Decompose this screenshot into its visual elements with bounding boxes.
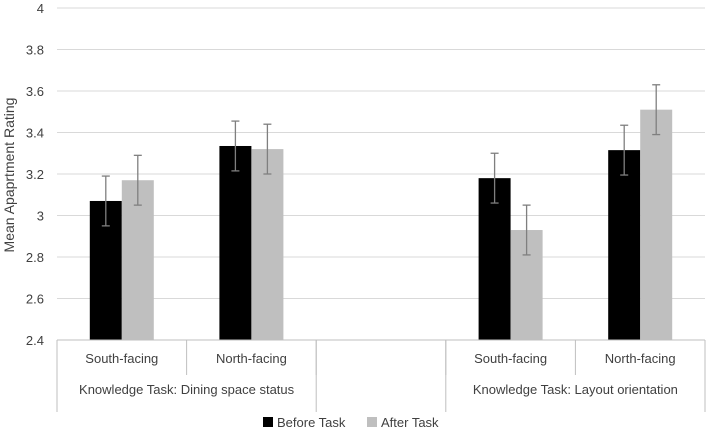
legend-swatch [263, 417, 273, 427]
y-tick-label: 3.6 [26, 84, 44, 99]
y-tick-label: 4 [37, 1, 44, 16]
bar [608, 150, 641, 340]
legend-label: Before Task [277, 415, 346, 430]
y-tick-label: 2.4 [26, 333, 44, 348]
group-label: Knowledge Task: Dining space status [79, 382, 295, 397]
legend-label: After Task [381, 415, 439, 430]
gridlines [57, 7, 705, 341]
bar [219, 145, 252, 340]
x-tick-label: South-facing [85, 351, 158, 366]
error-bars [101, 84, 661, 256]
x-tick-label: North-facing [216, 351, 287, 366]
y-axis-ticks: 2.4 2.6 2.8 3 3.2 3.4 3.6 3.8 4 [26, 1, 44, 348]
legend-swatch [367, 417, 377, 427]
legend: Before Task After Task [263, 415, 439, 430]
y-tick-label: 3 [37, 209, 44, 224]
y-tick-label: 2.8 [26, 250, 44, 265]
y-tick-label: 3.8 [26, 43, 44, 58]
x-axis: South-facing North-facing South-facing Nort… [56, 339, 706, 412]
bar [640, 109, 673, 340]
y-axis-label: Mean Apaprtment Rating [1, 98, 17, 253]
bars [89, 109, 673, 340]
y-tick-label: 2.6 [26, 292, 44, 307]
bar [121, 180, 154, 340]
group-label: Knowledge Task: Layout orientation [473, 382, 678, 397]
y-tick-label: 3.2 [26, 167, 44, 182]
y-tick-label: 3.4 [26, 126, 44, 141]
bar [478, 178, 511, 340]
x-tick-label: South-facing [474, 351, 547, 366]
x-tick-label: North-facing [605, 351, 676, 366]
bar [251, 149, 284, 340]
